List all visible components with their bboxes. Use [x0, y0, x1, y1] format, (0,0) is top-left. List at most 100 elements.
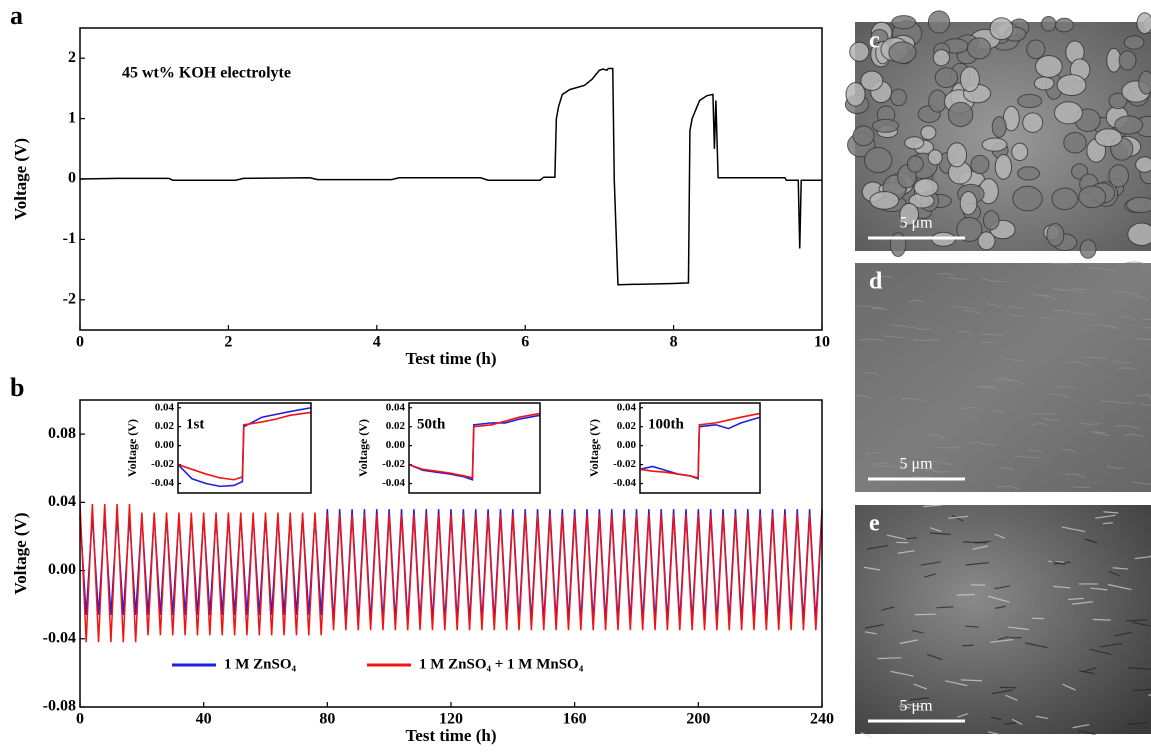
data-line: [177, 411, 312, 481]
y-tick-label: 0.04: [386, 401, 406, 413]
texture: [1072, 486, 1091, 488]
scale-label: 5 μm: [899, 456, 933, 473]
texture: [860, 732, 872, 738]
texture: [947, 101, 974, 128]
y-tick-label: -0.04: [151, 477, 174, 489]
texture: [945, 680, 968, 687]
texture: [972, 545, 989, 550]
texture: [1138, 70, 1151, 95]
texture: [979, 333, 1004, 336]
texture: [959, 191, 978, 216]
inset-background: [178, 403, 311, 493]
texture: [1061, 449, 1077, 453]
texture: [856, 305, 884, 310]
texture: [1022, 112, 1044, 133]
micrograph: [855, 263, 1151, 492]
texture: [931, 470, 951, 473]
texture: [1031, 423, 1049, 427]
texture: [1053, 101, 1083, 125]
texture: [1131, 621, 1151, 627]
texture: [997, 635, 1010, 641]
texture: [889, 232, 907, 257]
legend-label: 1 M ZnSO₄: [224, 656, 297, 672]
texture: [1055, 386, 1074, 389]
texture: [1071, 287, 1088, 291]
scale-label: 5 μm: [899, 698, 933, 715]
texture: [996, 485, 1020, 491]
texture: [863, 146, 893, 174]
texture: [1056, 74, 1087, 97]
y-tick-label: 0.08: [48, 425, 76, 442]
texture: [989, 638, 1014, 643]
texture: [874, 275, 892, 278]
texture: [1118, 50, 1137, 71]
texture: [1051, 287, 1067, 292]
texture: [891, 15, 917, 30]
texture: [1113, 631, 1132, 637]
texture: [927, 433, 945, 440]
texture: [1041, 15, 1057, 32]
texture: [953, 306, 976, 310]
texture: [1062, 683, 1076, 691]
texture: [927, 10, 951, 34]
texture: [989, 17, 1014, 41]
x-tick-label: 40: [196, 711, 212, 728]
texture: [948, 515, 969, 519]
texture: [1106, 466, 1124, 470]
texture: [995, 605, 1006, 609]
panel-label: a: [10, 1, 23, 30]
texture: [1141, 318, 1151, 321]
texture: [1147, 266, 1151, 269]
texture: [1035, 54, 1063, 78]
frame: [79, 399, 823, 708]
texture: [1113, 359, 1131, 364]
texture: [1011, 718, 1023, 726]
texture: [1134, 556, 1151, 560]
texture: [890, 88, 907, 107]
texture: [886, 534, 907, 541]
texture: [1005, 694, 1018, 702]
texture: [977, 231, 996, 251]
texture: [849, 41, 870, 62]
y-tick-label: 0.02: [155, 420, 175, 432]
texture: [864, 451, 881, 455]
texture: [962, 644, 974, 647]
data-line: [408, 412, 541, 479]
texture: [982, 277, 1007, 283]
texture: [1061, 526, 1086, 533]
texture: [987, 595, 1010, 603]
y-axis-label: Voltage (V): [125, 419, 139, 477]
texture: [1119, 315, 1136, 322]
y-axis-label: Voltage (V): [11, 513, 30, 595]
panel-label: b: [10, 373, 24, 402]
texture: [952, 514, 964, 522]
texture: [1108, 92, 1128, 110]
y-tick-label: 0: [68, 170, 76, 187]
texture: [881, 606, 895, 611]
texture: [1125, 196, 1151, 214]
texture: [959, 407, 983, 410]
texture: [965, 625, 979, 628]
texture: [1089, 648, 1112, 655]
texture: [872, 118, 900, 133]
image-label: d: [869, 269, 883, 295]
texture: [1089, 267, 1115, 273]
texture: [1090, 430, 1106, 433]
texture: [1079, 239, 1097, 259]
y-tick-label: 0.04: [48, 493, 76, 510]
x-tick-label: 160: [563, 711, 587, 728]
texture: [1046, 223, 1065, 247]
y-tick-label: -0.08: [43, 698, 76, 715]
texture: [1074, 312, 1096, 316]
texture: [1063, 131, 1087, 154]
texture: [1127, 721, 1148, 726]
texture: [909, 697, 929, 701]
texture: [898, 705, 911, 709]
texture: [1017, 166, 1041, 181]
x-tick-label: 0: [76, 711, 84, 728]
texture: [982, 210, 1000, 231]
texture: [987, 731, 1001, 736]
texture: [936, 606, 954, 609]
texture: [999, 356, 1023, 362]
texture: [991, 689, 1013, 695]
